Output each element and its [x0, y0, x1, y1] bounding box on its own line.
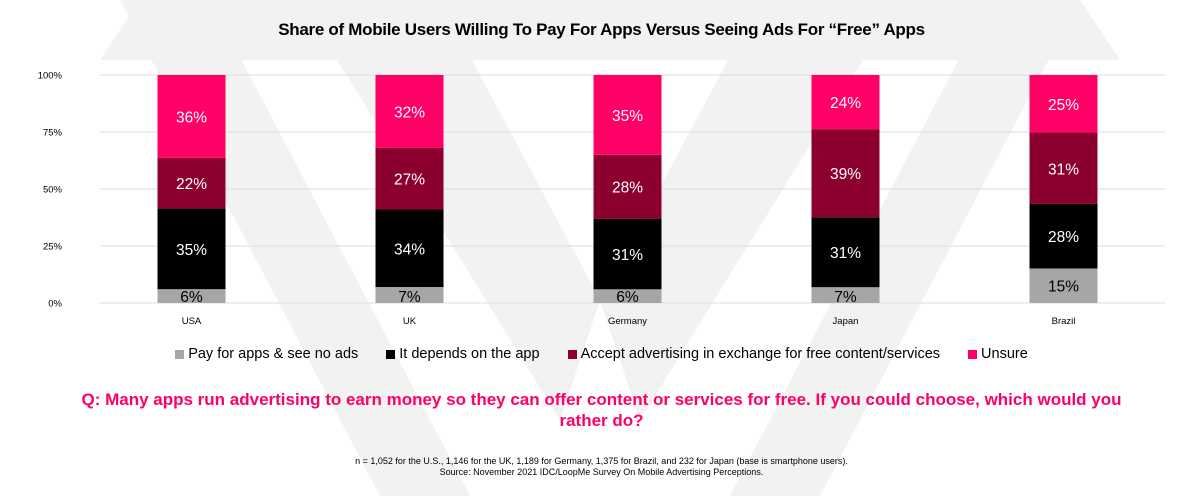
data-label: 28% — [612, 180, 643, 197]
bar-segment — [593, 154, 662, 219]
stacked-bar-chart: 0% 25% 50% 75% 100% 6% 35% 22% 36% USA 7% 34% 27% 32%… — [38, 71, 1165, 327]
bar-segment — [157, 157, 226, 209]
bar-segment — [375, 75, 444, 148]
bar-segment — [811, 75, 880, 130]
source-note: Source: November 2021 IDC/LoopMe Survey … — [439, 467, 764, 477]
data-label: 35% — [612, 108, 643, 125]
bar-segment — [811, 287, 880, 303]
legend-label: Pay for apps & see no ads — [188, 346, 359, 362]
legend-swatch — [968, 349, 978, 359]
data-label: 27% — [394, 172, 425, 189]
data-label: 7% — [398, 289, 421, 306]
bar-segment — [157, 208, 226, 290]
footnotes: n = 1,052 for the U.S., 1,146 for the UK… — [0, 456, 1203, 478]
x-tick-label: UK — [403, 316, 417, 327]
bar-segment — [375, 287, 444, 303]
legend-item: It depends on the app — [386, 346, 540, 362]
bar-segment — [1029, 203, 1098, 269]
x-tick-label: Brazil — [1052, 316, 1076, 327]
data-label: 6% — [180, 289, 203, 306]
bar-segment — [157, 289, 226, 303]
bar-segment — [593, 289, 662, 303]
bar-segment — [375, 147, 444, 210]
x-tick-label: Germany — [608, 316, 647, 327]
bar-segment — [157, 75, 226, 158]
data-label: 35% — [176, 242, 207, 259]
data-label: 31% — [1048, 161, 1079, 178]
bar-segment — [375, 209, 444, 288]
data-label: 6% — [616, 289, 639, 306]
watermark-shape-mid-left — [300, 0, 600, 420]
legend: Pay for apps & see no ads It depends on t… — [0, 346, 1203, 362]
bar-segment — [1029, 132, 1098, 204]
legend-item: Unsure — [968, 346, 1028, 362]
bar-segment — [593, 75, 662, 155]
legend-item: Accept advertising in exchange for free … — [567, 346, 941, 362]
y-tick-label: 75% — [43, 128, 63, 139]
x-tick-label: Japan — [833, 316, 859, 327]
y-tick-label: 0% — [48, 299, 62, 310]
legend-label: Accept advertising in exchange for free … — [580, 346, 941, 362]
watermark-shape-top — [100, 0, 1120, 60]
y-tick-label: 50% — [43, 185, 63, 196]
bar-segment — [811, 129, 880, 218]
data-label: 31% — [612, 247, 643, 264]
y-tick-label: 25% — [43, 242, 63, 253]
data-label: 22% — [176, 176, 207, 193]
legend-swatch — [175, 349, 185, 359]
bar-segment — [1029, 268, 1098, 303]
chart-title: Share of Mobile Users Willing To Pay For… — [278, 20, 925, 39]
data-label: 36% — [176, 109, 207, 126]
bar-segment — [1029, 75, 1098, 133]
watermark-shape-right — [730, 0, 1080, 496]
data-label: 32% — [394, 104, 425, 121]
data-label: 28% — [1048, 229, 1079, 246]
data-label: 24% — [830, 95, 861, 112]
sample-note: n = 1,052 for the U.S., 1,146 for the UK… — [355, 456, 848, 466]
legend-label: Unsure — [981, 346, 1028, 362]
data-label: 31% — [830, 245, 861, 262]
y-tick-label: 100% — [38, 71, 63, 82]
data-label: 39% — [830, 166, 861, 183]
bar-segment — [811, 217, 880, 288]
legend-item: Pay for apps & see no ads — [175, 346, 358, 362]
data-label: 25% — [1048, 97, 1079, 114]
x-tick-label: USA — [182, 316, 202, 327]
legend-swatch — [567, 349, 577, 359]
legend-swatch — [386, 349, 396, 359]
bar-segment — [593, 218, 662, 290]
legend-label: It depends on the app — [399, 346, 540, 362]
data-label: 34% — [394, 241, 425, 258]
data-label: 15% — [1048, 279, 1079, 296]
data-label: 7% — [834, 289, 857, 306]
survey-question: Q: Many apps run advertising to earn mon… — [81, 390, 1122, 430]
